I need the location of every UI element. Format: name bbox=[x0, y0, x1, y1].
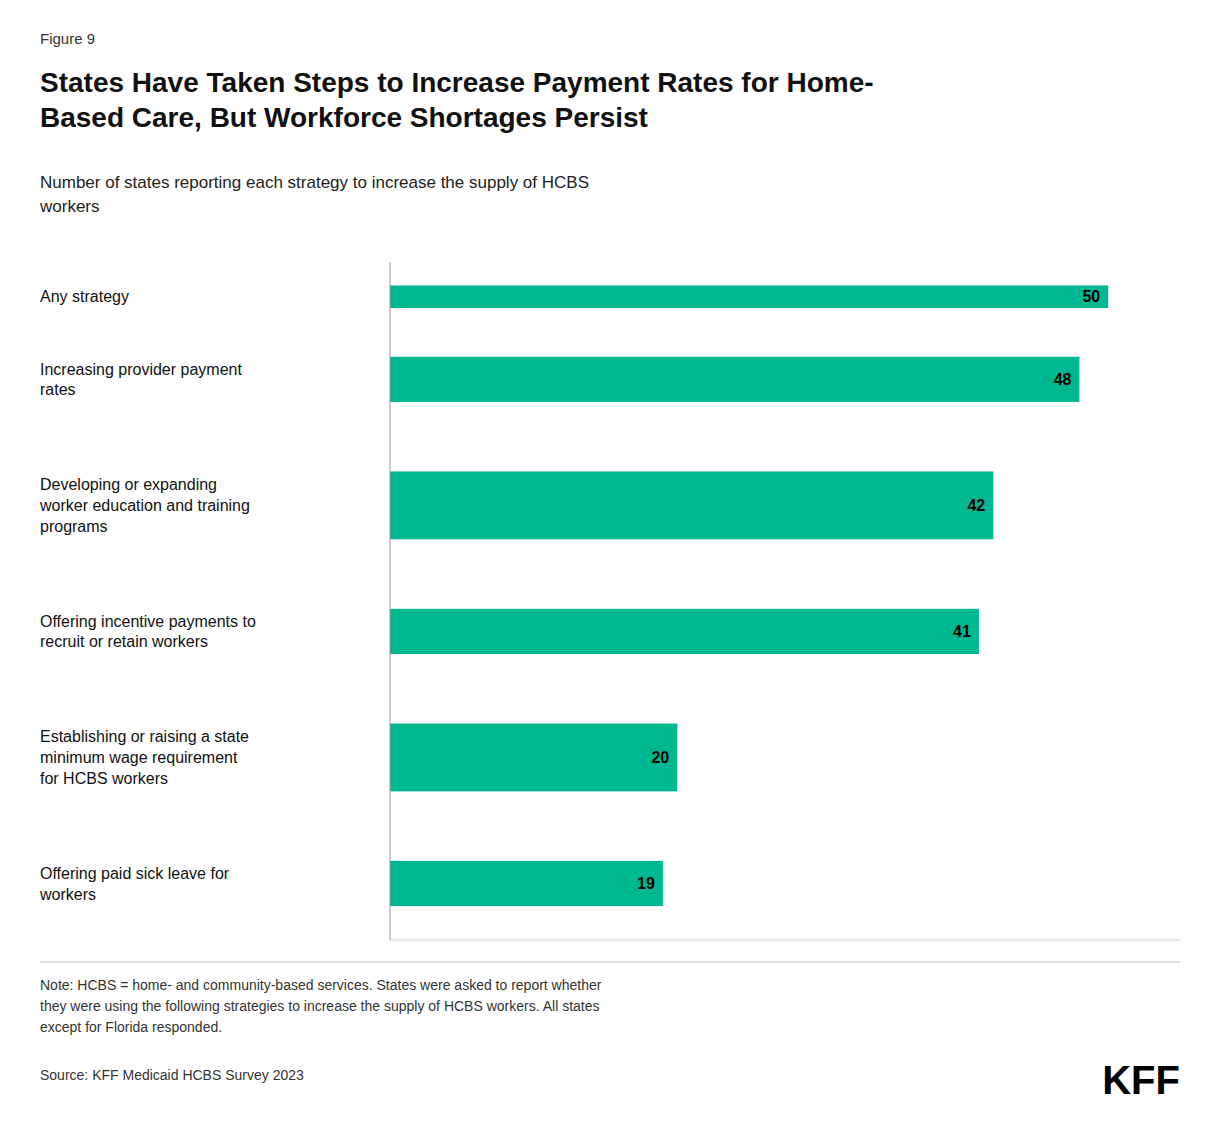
x-axis-line bbox=[390, 940, 1180, 941]
labels: Any strategy 50 Increasing provider paymen… bbox=[39, 288, 1100, 902]
text-line: Increasing provider payment bbox=[40, 361, 242, 378]
separator bbox=[40, 962, 1180, 963]
y-axis-line bbox=[390, 262, 391, 940]
text-line: Source: KFF Medicaid HCBS Survey 2023 bbox=[40, 1067, 304, 1083]
source: Source: KFF Medicaid HCBS Survey 2023 bbox=[40, 1067, 304, 1083]
data-label: 41 bbox=[953, 623, 971, 640]
logo-label: KFF bbox=[1102, 1058, 1180, 1102]
chart: Figure 9 States Have Taken Steps to Incre… bbox=[0, 0, 1220, 1124]
text-line: worker education and training bbox=[39, 497, 250, 514]
bar bbox=[390, 861, 663, 906]
bars bbox=[390, 285, 1108, 906]
text-line: except for Florida responded. bbox=[40, 1019, 222, 1035]
data-label: 19 bbox=[637, 875, 655, 892]
category-label: Establishing or raising a state minimum w… bbox=[40, 728, 249, 787]
text-line: recruit or retain workers bbox=[40, 633, 208, 650]
figure-label: Figure 9 bbox=[40, 30, 95, 47]
text-line: KFF bbox=[1102, 1058, 1180, 1102]
category-label: Any strategy bbox=[40, 288, 129, 305]
text-line: minimum wage requirement bbox=[40, 749, 238, 766]
text-line: Developing or expanding bbox=[40, 476, 217, 493]
data-label: 42 bbox=[967, 497, 985, 514]
text-line: Note: HCBS = home- and community-based s… bbox=[40, 977, 602, 993]
text-line: they were using the following strategies… bbox=[40, 998, 600, 1014]
background bbox=[0, 0, 1220, 1124]
data-label: 48 bbox=[1054, 371, 1072, 388]
text-line: Establishing or raising a state bbox=[40, 728, 249, 745]
data-label: 20 bbox=[651, 749, 669, 766]
category-label: Offering incentive payments to recruit or… bbox=[40, 613, 256, 651]
data-label: 50 bbox=[1082, 288, 1100, 305]
text-line: Number of states reporting each strategy… bbox=[40, 173, 589, 192]
category-label: Developing or expanding worker education … bbox=[39, 476, 250, 535]
category-label: Offering paid sick leave for workers bbox=[39, 865, 230, 903]
bar bbox=[390, 609, 979, 654]
category-label: Increasing provider payment rates bbox=[40, 361, 242, 399]
bar bbox=[390, 724, 677, 792]
text-line: States Have Taken Steps to Increase Paym… bbox=[40, 67, 874, 98]
text-line: Any strategy bbox=[40, 288, 129, 305]
bar bbox=[390, 471, 993, 539]
text-line: Figure 9 bbox=[40, 30, 95, 47]
text-line: rates bbox=[40, 381, 76, 398]
text-line: Offering incentive payments to bbox=[40, 613, 256, 630]
text-line: programs bbox=[40, 518, 108, 535]
text-line: for HCBS workers bbox=[40, 770, 168, 787]
bar bbox=[390, 357, 1079, 402]
text-line: workers bbox=[39, 886, 96, 903]
text-line: workers bbox=[39, 197, 100, 216]
title: States Have Taken Steps to Increase Paym… bbox=[40, 67, 874, 133]
bar bbox=[390, 285, 1108, 308]
subtitle: Number of states reporting each strategy… bbox=[39, 173, 589, 216]
text-line: Offering paid sick leave for bbox=[40, 865, 230, 882]
note: Note: HCBS = home- and community-based s… bbox=[40, 977, 602, 1035]
text-line: Based Care, But Workforce Shortages Pers… bbox=[40, 102, 648, 133]
